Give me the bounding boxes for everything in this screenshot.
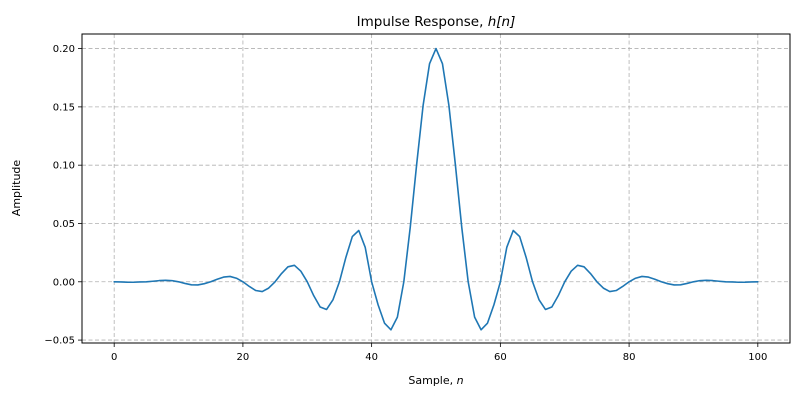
impulse-response-line: [113, 47, 759, 331]
y-tick-label: 0.00: [53, 277, 75, 288]
x-tick-label: 100: [748, 352, 767, 363]
y-tick-label: 0.10: [53, 161, 75, 172]
y-tick-label: 0.20: [53, 44, 75, 55]
x-tick-label: 40: [365, 352, 378, 363]
x-tick-label: 60: [494, 352, 507, 363]
x-tick-label: 0: [111, 352, 117, 363]
y-tick-label: −0.05: [44, 336, 75, 347]
x-axis-ticks: 0 20 40 60 80 100: [111, 343, 767, 363]
chart-title: Impulse Response, h[n]: [357, 14, 516, 30]
y-axis-label: Amplitude: [10, 160, 23, 217]
x-axis-label-math: n: [457, 374, 464, 387]
axes-frame: [81, 33, 791, 344]
y-axis-ticks: −0.05 0.00 0.05 0.10 0.15 0.20: [44, 44, 82, 347]
y-tick-label: 0.05: [53, 219, 75, 230]
x-tick-label: 80: [623, 352, 636, 363]
y-tick-label: 0.15: [53, 102, 75, 113]
axes-background: [82, 34, 790, 343]
x-axis-label: Sample, n: [408, 374, 463, 387]
plot-area: [81, 33, 791, 344]
x-tick-label: 20: [237, 352, 250, 363]
title-math: h[n]: [488, 14, 516, 30]
